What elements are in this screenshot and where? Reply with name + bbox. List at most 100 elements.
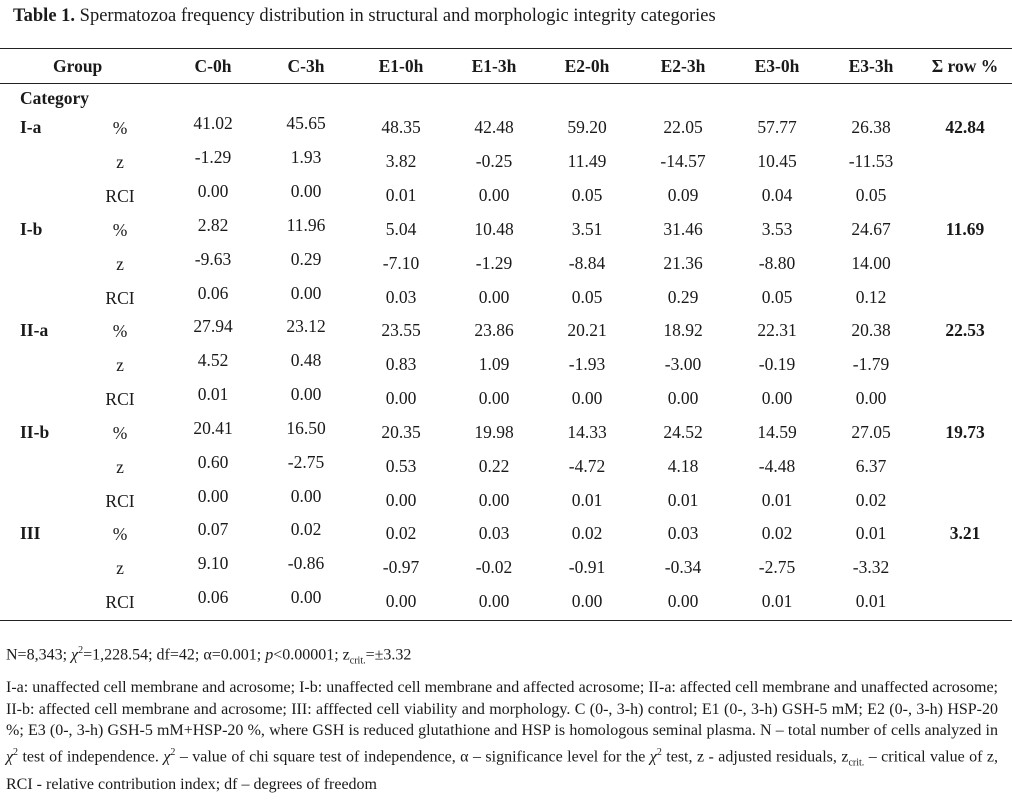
table-cell: 42.48 [474,117,514,137]
table-cell: 4.18 [667,456,699,476]
table-cell: 0.05 [761,287,793,307]
stat-label: z [116,254,124,274]
table-cell: 0.00 [855,388,887,408]
table-cell: 0.48 [290,350,322,370]
table-cell: 45.65 [286,113,326,133]
notes-part-4: test, z - adjusted residuals, z [661,747,849,765]
table-cell: 10.45 [757,151,797,171]
table-cell: 26.38 [851,117,891,137]
table-cell: -0.02 [475,557,513,577]
table-cell: -0.86 [287,553,325,573]
table-cell: 1.93 [290,147,322,167]
row-sum-percent: 11.69 [945,219,985,239]
table-cell: 3.53 [761,219,793,239]
notes-crit-sub: crit. [848,757,865,769]
table-cell: 2.82 [197,215,229,235]
table-cell: 6.37 [855,456,887,476]
stat-label: % [112,524,128,544]
header-col-c-0h: C-0h [194,56,232,76]
table-cell: -3.32 [852,557,890,577]
row-sum-percent: 42.84 [945,117,985,137]
table-cell: 27.94 [193,316,233,336]
table-cell: -11.53 [848,151,894,171]
table-cell: 0.00 [478,490,510,510]
table-cell: 22.05 [663,117,703,137]
table-cell: 0.00 [290,384,322,404]
table-cell: 0.00 [478,591,510,611]
notes-exp-2: 2 [170,746,176,758]
table-cell: 0.00 [197,181,229,201]
header-col-e1-0h: E1-0h [378,56,424,76]
table-cell: 4.52 [197,350,229,370]
table-cell: 0.00 [667,591,699,611]
header-col-e3-3h: E3-3h [848,56,894,76]
table-cell: 23.12 [286,316,326,336]
header-col-e3-0h: E3-0h [754,56,800,76]
category-label: Category [20,88,90,108]
table-cell: 0.00 [385,490,417,510]
table-cell: -4.48 [758,456,796,476]
row-sum-percent: 22.53 [945,320,985,340]
table-cell: -9.63 [194,249,232,269]
stats-p-symbol: p [265,646,274,664]
table-cell: 0.60 [197,452,229,472]
table-cell: 59.20 [567,117,607,137]
table-cell: -1.79 [852,354,890,374]
table-cell: 0.00 [197,486,229,506]
table-cell: -2.75 [758,557,796,577]
table-cell: 0.00 [385,591,417,611]
table-cell: 16.50 [286,418,326,438]
table-cell: 0.12 [855,287,887,307]
stat-label: % [112,423,128,443]
table-cell: 24.67 [851,219,891,239]
stat-label: RCI [105,491,135,511]
table-cell: 0.01 [761,490,793,510]
table-cell: 41.02 [193,113,233,133]
category-name: II-b [20,422,50,442]
table-cell: 0.05 [855,185,887,205]
notes-chi-2: χ [163,747,171,765]
notes-part-5: – critical value of z, RCI - relative co… [6,747,998,793]
notes-chi-1: χ [6,747,14,765]
notes-part-2: test of independence. [18,747,164,765]
table-cell: -0.97 [382,557,420,577]
notes-part-1: I-a: unaffected cell membrane and acroso… [6,679,998,739]
table-cell: 0.01 [197,384,229,404]
stat-label: z [116,558,124,578]
table-cell: 19.98 [474,422,514,442]
stat-label: % [112,118,128,138]
table-cell: 0.05 [571,185,603,205]
table-cell: 0.01 [385,185,417,205]
top-rule [0,48,1012,49]
stats-n: N=8,343; [6,646,72,664]
caption-text: Spermatozoa frequency distribution in st… [79,6,716,26]
table-cell: 3.51 [571,219,603,239]
stats-p-value: <0.00001; z [273,646,350,664]
table-cell: -7.10 [382,253,420,273]
category-name: III [20,523,41,543]
table-cell: 0.00 [290,486,322,506]
caption-number: Table 1. [13,6,76,26]
header-col-e2-0h: E2-0h [564,56,610,76]
table-cell: 20.38 [851,320,891,340]
table-cell: 14.59 [757,422,797,442]
table-cell: 0.02 [855,490,887,510]
table-cell: -1.29 [194,147,232,167]
header-rule [0,83,1012,84]
table-cell: 0.07 [197,519,229,539]
table-cell: 0.04 [761,185,793,205]
table-cell: 24.52 [663,422,703,442]
table-cell: 0.06 [197,587,229,607]
table-cell: 9.10 [197,553,229,573]
table-cell: 0.02 [290,519,322,539]
notes-exp-1: 2 [13,746,19,758]
table-cell: 57.77 [757,117,797,137]
stat-label: % [112,220,128,240]
table-cell: 0.01 [571,490,603,510]
table-cell: 0.01 [855,591,887,611]
stat-label: RCI [105,592,135,612]
table-cell: 0.00 [478,388,510,408]
category-name: I-b [20,219,43,239]
table-cell: -1.93 [568,354,606,374]
table-cell: 0.53 [385,456,417,476]
